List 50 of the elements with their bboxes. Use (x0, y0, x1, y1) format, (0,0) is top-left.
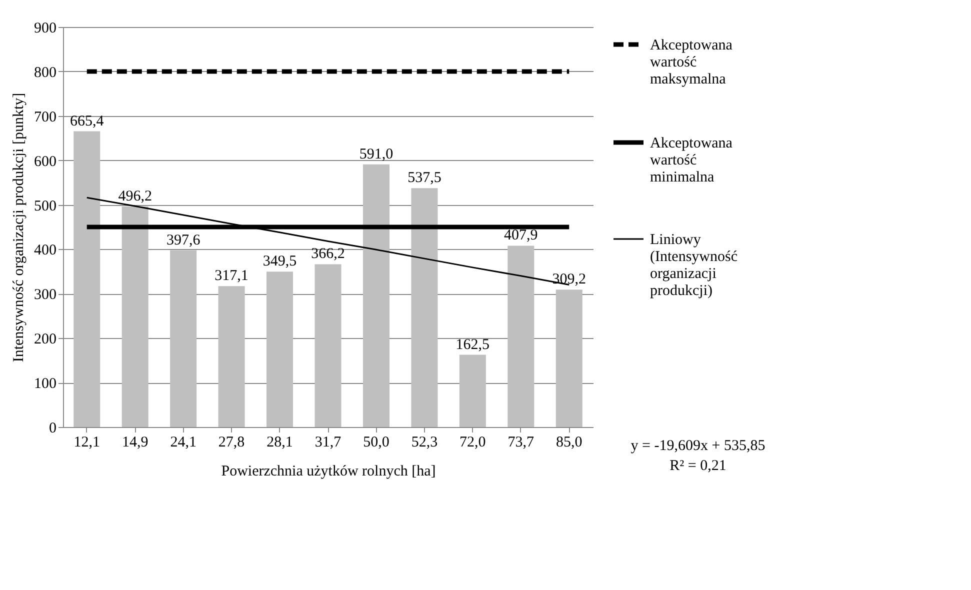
y-axis-title: Intensywność organizacji produkcji [punkty] (11, 92, 27, 362)
bar (218, 286, 245, 427)
x-tick-label: 31,7 (314, 434, 342, 450)
y-tick-label: 900 (34, 20, 56, 36)
x-axis-title: Powierzchnia użytków rolnych [ha] (221, 464, 436, 480)
bar (362, 164, 390, 427)
legend-label: Akceptowana wartość maksymalna (650, 38, 733, 88)
bar (170, 250, 197, 427)
x-tick-label: 85,0 (556, 434, 582, 450)
x-tick-label: 73,7 (508, 434, 535, 450)
x-tick-label: 12,1 (74, 434, 100, 450)
data-label: 591,0 (359, 146, 394, 162)
data-label: 496,2 (118, 188, 152, 204)
bar (556, 290, 582, 427)
y-tick-label: 800 (34, 64, 56, 81)
bar (314, 264, 342, 427)
y-tick-label: 100 (34, 376, 56, 392)
x-tick-label: 24,1 (170, 434, 196, 450)
data-label: 317,1 (214, 268, 248, 284)
x-tick-label: 50,0 (363, 434, 390, 450)
bar (266, 272, 294, 427)
y-tick-label: 600 (34, 154, 56, 170)
bar (74, 131, 100, 427)
bar (411, 188, 438, 427)
y-tick-label: 400 (34, 242, 56, 259)
data-label: 407,9 (504, 228, 538, 244)
text: R² = 0,21 (670, 458, 726, 474)
data-label: 309,2 (552, 272, 586, 288)
x-tick-label: 28,1 (266, 434, 293, 450)
x-tick-label: 52,3 (411, 434, 438, 450)
legend-label: Liniowy (Intensywność organizacji produkcji) (650, 232, 738, 299)
data-label: 397,6 (166, 232, 201, 248)
x-tick-label: 27,8 (218, 434, 245, 450)
y-tick-label: 300 (34, 287, 56, 304)
bar (508, 246, 534, 427)
data-label: 665,4 (70, 113, 104, 130)
x-tick-label: 72,0 (460, 434, 486, 450)
text: y = -19,609x + 535,85 (630, 438, 766, 454)
y-tick-label: 500 (34, 198, 56, 214)
bar (122, 206, 148, 427)
y-tick-label: 200 (34, 332, 56, 348)
y-tick-label: 700 (34, 109, 56, 126)
data-label: 162,5 (456, 336, 490, 353)
y-tick-label: 0 (49, 420, 56, 436)
x-tick-label: 14,9 (122, 434, 148, 450)
data-label: 366,2 (311, 246, 345, 262)
legend-label: Akceptowana wartość minimalna (650, 136, 733, 186)
bar (459, 354, 486, 427)
data-label: 537,5 (408, 170, 442, 186)
data-label: 349,5 (262, 254, 297, 270)
